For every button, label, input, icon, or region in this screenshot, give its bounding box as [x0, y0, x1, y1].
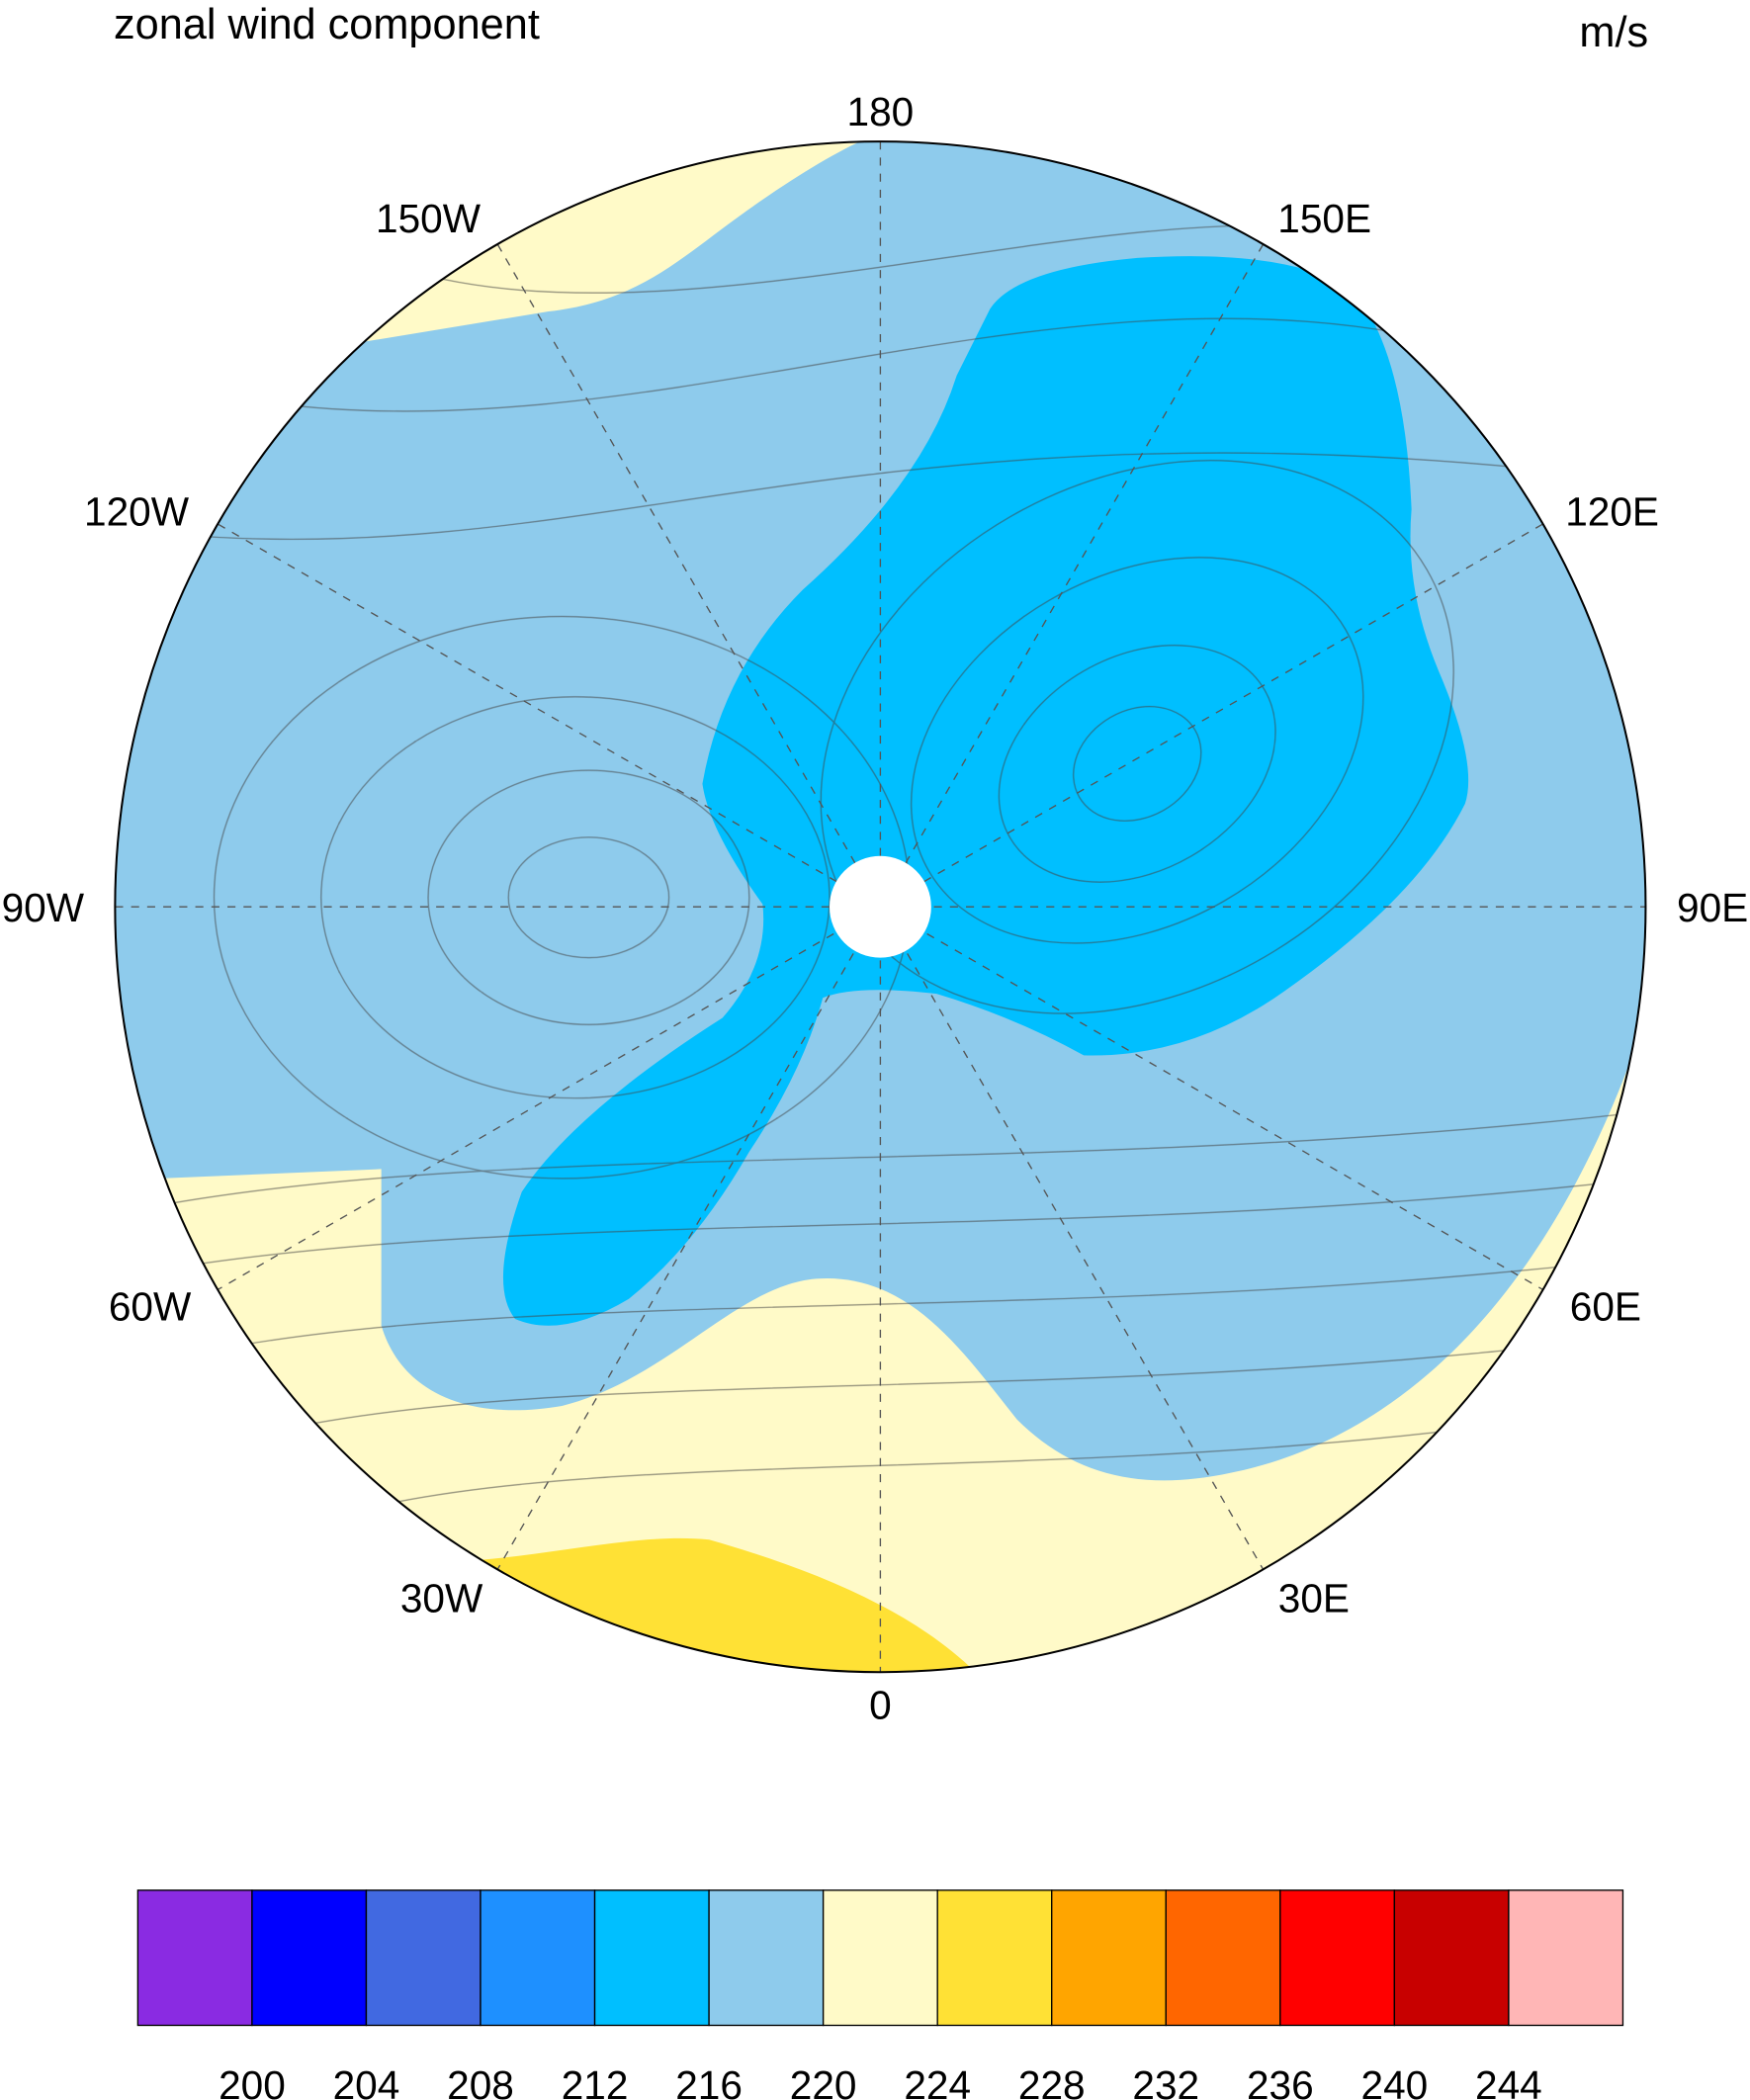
- colorbar-box: [251, 1889, 368, 2027]
- colorbar-label: 212: [562, 2062, 629, 2100]
- graticule: [115, 141, 1646, 1673]
- lon-label: 90W: [2, 885, 85, 930]
- lon-label: 30W: [400, 1575, 483, 1620]
- title: zonal wind component: [114, 1, 540, 48]
- lon-label: 120W: [84, 489, 190, 535]
- colorbar-box: [822, 1889, 938, 2027]
- colorbar-box: [1508, 1889, 1624, 2027]
- colorbar-box: [365, 1889, 481, 2027]
- map-border: [114, 140, 1647, 1674]
- lon-labels: 180 150E 120E 90E 60E 30E 0 30W 60W 90W 120W 150W: [2, 89, 1749, 1728]
- colorbar-box: [1051, 1889, 1167, 2027]
- lon-label: 180: [847, 89, 915, 134]
- colorbar-label: 236: [1247, 2062, 1314, 2100]
- colorbar-label: 240: [1361, 2062, 1429, 2100]
- colorbar-label: 216: [675, 2062, 743, 2100]
- colorbar-label: 232: [1132, 2062, 1199, 2100]
- lon-label: 90E: [1677, 885, 1748, 930]
- colorbar-box: [136, 1889, 253, 2027]
- colorbar-label: 220: [790, 2062, 857, 2100]
- colorbar-box: [1165, 1889, 1281, 2027]
- colorbar-box: [1393, 1889, 1510, 2027]
- units: m/s: [1579, 9, 1648, 56]
- colorbar-label: 244: [1475, 2062, 1542, 2100]
- lon-label: 150E: [1277, 196, 1371, 241]
- lon-label: 120E: [1565, 489, 1659, 535]
- streamlines: [146, 224, 1646, 1514]
- lon-label: 0: [869, 1683, 892, 1728]
- colorbar-label: 228: [1018, 2062, 1086, 2100]
- region-228: [400, 1537, 977, 1673]
- lon-label: 60E: [1570, 1283, 1641, 1329]
- colorbar-box: [593, 1889, 710, 2027]
- lon-label: 150W: [376, 196, 481, 241]
- colorbar-label: 200: [219, 2062, 286, 2100]
- colorbar-label: 224: [904, 2062, 971, 2100]
- colorbar-box: [708, 1889, 825, 2027]
- lon-label: 30E: [1278, 1575, 1350, 1620]
- pole-hole: [829, 855, 931, 958]
- region-216: [502, 256, 1469, 1326]
- colorbar: 200 204 208 212 216 220 224 228 232 236 240 244: [136, 1889, 1624, 2100]
- colorbar-label: 204: [333, 2062, 400, 2100]
- colorbar-box: [936, 1889, 1053, 2027]
- colorbar-box: [480, 1889, 596, 2027]
- colorbar-box: [1279, 1889, 1396, 2027]
- lon-label: 60W: [109, 1283, 192, 1329]
- colorbar-label: 208: [447, 2062, 514, 2100]
